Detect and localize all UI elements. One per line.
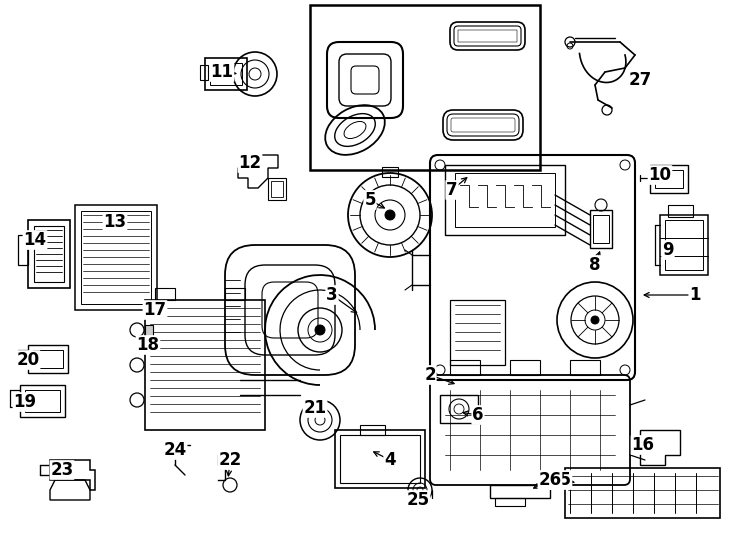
Bar	[145, 325, 153, 340]
Circle shape	[385, 210, 395, 220]
Text: 27: 27	[628, 71, 652, 89]
Bar	[310, 5, 540, 170]
Bar	[28, 220, 70, 288]
Bar	[268, 178, 286, 200]
Text: 18: 18	[137, 336, 159, 354]
Bar	[445, 165, 565, 235]
Bar	[340, 435, 420, 483]
Circle shape	[591, 316, 599, 324]
Bar	[155, 288, 175, 300]
Text: 13: 13	[103, 213, 126, 231]
Text: 19: 19	[13, 393, 37, 411]
Text: 22: 22	[219, 451, 241, 469]
Bar	[335, 430, 425, 488]
Text: 5: 5	[364, 191, 376, 209]
Text: 9: 9	[662, 241, 674, 259]
Bar	[81, 211, 151, 304]
Bar	[660, 215, 708, 275]
Bar	[200, 65, 208, 80]
Text: 24: 24	[164, 441, 186, 459]
Bar	[75, 205, 157, 310]
Text: 8: 8	[589, 256, 600, 274]
Text: 7: 7	[446, 181, 458, 199]
Bar	[28, 345, 68, 373]
Text: 12: 12	[239, 154, 261, 172]
Bar	[205, 58, 247, 90]
Text: 26: 26	[539, 471, 562, 489]
Bar	[33, 350, 63, 368]
Bar	[450, 360, 480, 375]
Bar	[360, 425, 385, 435]
Text: 15: 15	[548, 471, 572, 489]
Bar	[440, 395, 478, 423]
Text: 3: 3	[326, 286, 338, 304]
Bar	[382, 167, 398, 177]
Bar	[271, 181, 283, 197]
Bar	[668, 205, 693, 217]
Bar	[495, 498, 525, 506]
Bar	[565, 468, 720, 518]
Text: 1: 1	[689, 286, 701, 304]
Bar	[593, 215, 609, 243]
Bar	[570, 360, 600, 375]
Text: 4: 4	[384, 451, 396, 469]
Text: 23: 23	[51, 461, 73, 479]
Text: 14: 14	[23, 231, 46, 249]
Text: 11: 11	[211, 63, 233, 81]
Bar	[145, 300, 265, 430]
Bar	[665, 220, 703, 270]
Circle shape	[315, 325, 325, 335]
Text: 16: 16	[631, 436, 655, 454]
Bar	[18, 235, 28, 265]
Text: 2: 2	[424, 366, 436, 384]
Text: 20: 20	[16, 351, 40, 369]
Bar	[455, 173, 555, 227]
Text: 10: 10	[649, 166, 672, 184]
Bar	[650, 165, 688, 193]
Bar	[20, 385, 65, 417]
Text: 25: 25	[407, 491, 429, 509]
Text: 21: 21	[303, 399, 327, 417]
Bar	[25, 390, 60, 412]
Text: 6: 6	[472, 406, 484, 424]
Bar	[590, 210, 612, 248]
Bar	[225, 288, 245, 300]
Bar	[655, 170, 683, 188]
Bar	[34, 226, 64, 282]
Bar	[450, 300, 505, 365]
Text: 17: 17	[143, 301, 167, 319]
Bar	[210, 63, 242, 85]
Bar	[510, 360, 540, 375]
